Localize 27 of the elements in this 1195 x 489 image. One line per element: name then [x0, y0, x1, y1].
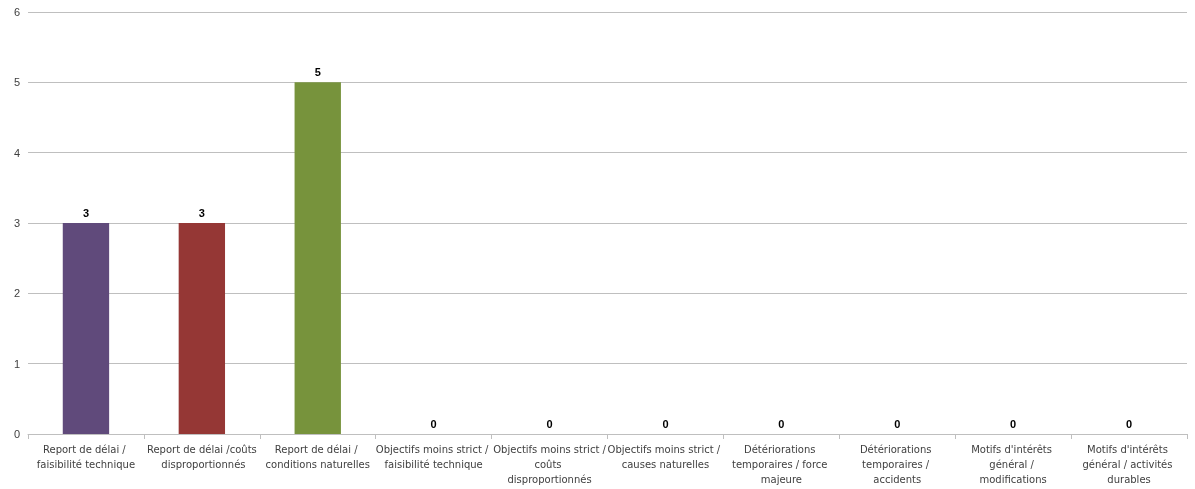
x-tick-label: Détériorations temporaires / force majeure: [732, 444, 831, 485]
y-tick-label: 5: [13, 76, 20, 89]
x-tick-label: Report de délai /coûts disproportionnés: [146, 444, 257, 470]
data-label: 0: [546, 417, 553, 430]
data-label: 3: [82, 206, 90, 219]
data-label: 3: [198, 206, 205, 219]
x-tick-label: Report de délai / conditions naturelles: [265, 444, 370, 470]
x-tick-label: Détériorations temporaires / accidents: [859, 444, 935, 485]
data-label: 0: [1010, 417, 1017, 430]
x-tick-label: Objectifs moins strict /coûts disproportionnés: [493, 444, 607, 485]
data-label: 0: [778, 417, 785, 430]
y-tick-label: 4: [13, 146, 20, 159]
x-tick-label: Motifs d'intérêts général / activités durables: [1082, 444, 1176, 485]
data-label: 0: [430, 417, 437, 430]
data-label: 5: [314, 65, 321, 78]
y-tick-label: 6: [13, 6, 20, 18]
x-tick-label: Report de délai / faisibilité technique: [36, 444, 136, 470]
x-tick-label: Objectifs moins strict / causes naturelles: [607, 444, 724, 470]
y-tick-label: 0: [13, 428, 20, 440]
data-label: 0: [1125, 417, 1133, 430]
data-label: 0: [894, 417, 901, 430]
y-tick-label: 1: [13, 357, 20, 370]
y-tick-label: 3: [13, 217, 20, 229]
data-label: 0: [662, 417, 669, 430]
x-tick-label: Objectifs moins strict / faisibilité technique: [375, 444, 492, 470]
x-tick-label: Motifs d'intérêts général / modifications: [971, 444, 1056, 485]
y-tick-label: 2: [13, 287, 20, 300]
